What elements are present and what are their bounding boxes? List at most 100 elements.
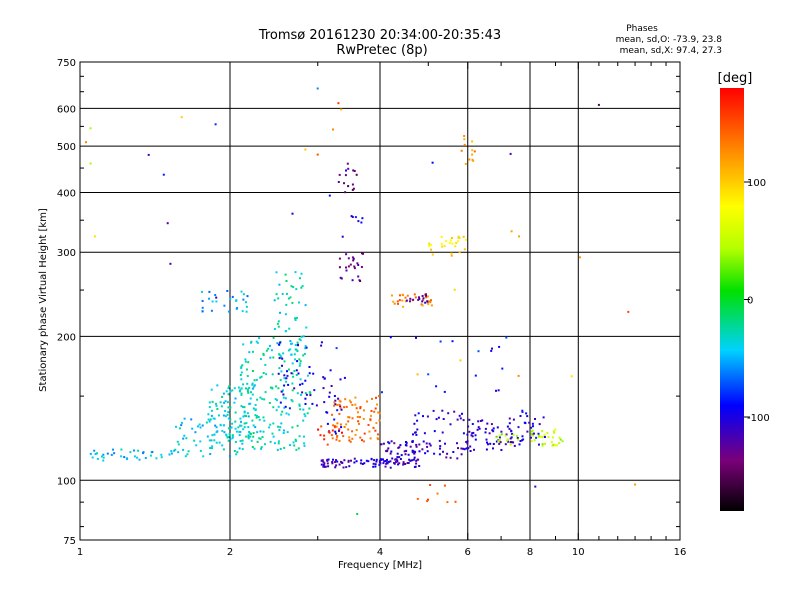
data-point bbox=[248, 431, 251, 433]
data-point bbox=[231, 422, 234, 425]
data-point bbox=[428, 300, 431, 303]
data-point bbox=[373, 459, 376, 462]
data-point bbox=[212, 417, 215, 420]
data-point bbox=[245, 310, 248, 313]
data-point bbox=[247, 426, 250, 429]
data-point bbox=[251, 446, 254, 448]
data-point bbox=[241, 310, 244, 313]
data-point bbox=[414, 431, 417, 434]
data-point bbox=[550, 441, 553, 444]
data-point bbox=[421, 304, 424, 307]
data-point bbox=[211, 447, 213, 450]
data-point bbox=[193, 439, 196, 442]
data-point bbox=[242, 293, 245, 296]
data-point bbox=[279, 354, 282, 357]
data-point bbox=[462, 432, 465, 435]
data-point bbox=[208, 420, 211, 423]
data-point bbox=[321, 459, 324, 462]
data-point bbox=[226, 290, 229, 292]
data-point bbox=[468, 418, 471, 421]
data-point bbox=[142, 451, 145, 454]
data-point bbox=[198, 423, 201, 426]
data-point bbox=[276, 399, 278, 402]
data-point bbox=[359, 406, 362, 408]
data-point bbox=[224, 400, 227, 403]
data-point bbox=[521, 409, 524, 412]
data-point bbox=[506, 438, 509, 441]
data-point bbox=[236, 451, 239, 454]
data-point bbox=[273, 442, 276, 445]
data-point bbox=[245, 387, 247, 390]
data-point bbox=[361, 439, 363, 442]
data-point bbox=[258, 437, 261, 440]
data-point bbox=[398, 456, 401, 459]
data-point bbox=[337, 397, 340, 400]
data-point bbox=[397, 446, 400, 449]
data-point bbox=[240, 378, 243, 381]
data-point bbox=[509, 152, 512, 155]
data-point bbox=[308, 366, 311, 368]
data-point bbox=[471, 432, 474, 435]
data-point bbox=[446, 501, 449, 504]
data-point bbox=[363, 462, 366, 465]
data-point bbox=[412, 298, 415, 301]
data-point bbox=[430, 299, 432, 302]
data-point bbox=[393, 302, 396, 305]
data-point bbox=[353, 170, 356, 172]
data-point bbox=[322, 464, 325, 467]
data-point bbox=[249, 435, 252, 438]
data-point bbox=[348, 436, 351, 439]
data-point bbox=[425, 296, 428, 299]
data-point bbox=[430, 248, 433, 251]
data-point bbox=[253, 447, 256, 450]
data-point bbox=[293, 370, 296, 372]
data-point bbox=[304, 415, 307, 418]
data-point bbox=[246, 375, 249, 377]
data-point bbox=[227, 393, 230, 396]
data-point bbox=[294, 319, 297, 321]
data-point bbox=[428, 242, 431, 245]
data-point bbox=[240, 420, 242, 423]
data-point bbox=[241, 364, 244, 367]
data-point bbox=[299, 378, 302, 381]
data-point bbox=[326, 422, 329, 425]
data-point bbox=[100, 455, 103, 458]
data-point bbox=[234, 397, 237, 400]
data-point bbox=[336, 435, 339, 437]
x-tick-label: 8 bbox=[527, 547, 533, 558]
data-point bbox=[166, 222, 169, 225]
data-point bbox=[367, 424, 370, 426]
data-point bbox=[353, 461, 356, 464]
data-point bbox=[312, 372, 315, 375]
data-point bbox=[517, 426, 520, 429]
data-point bbox=[374, 465, 377, 468]
data-point bbox=[350, 215, 353, 218]
data-point bbox=[342, 466, 345, 469]
data-point bbox=[510, 441, 513, 444]
data-point bbox=[120, 448, 123, 451]
data-point bbox=[327, 458, 330, 461]
data-point bbox=[465, 441, 468, 443]
data-point bbox=[457, 235, 460, 238]
data-point bbox=[459, 359, 462, 362]
data-point bbox=[272, 336, 275, 339]
colorbar-label: [deg] bbox=[718, 71, 753, 86]
data-point bbox=[211, 434, 214, 437]
data-point bbox=[214, 424, 217, 427]
data-point bbox=[498, 442, 501, 445]
data-point bbox=[443, 244, 446, 247]
data-point bbox=[259, 396, 262, 399]
data-point bbox=[289, 296, 292, 299]
data-point bbox=[253, 379, 256, 382]
data-point bbox=[233, 401, 236, 404]
data-point bbox=[290, 285, 293, 288]
data-point bbox=[293, 387, 296, 390]
data-point bbox=[453, 288, 456, 291]
data-point bbox=[517, 438, 519, 441]
data-point bbox=[259, 376, 262, 379]
data-point bbox=[349, 263, 352, 266]
data-point bbox=[430, 244, 433, 247]
y-tick-label: 500 bbox=[57, 142, 76, 153]
data-point bbox=[247, 434, 250, 437]
data-point bbox=[351, 279, 354, 282]
